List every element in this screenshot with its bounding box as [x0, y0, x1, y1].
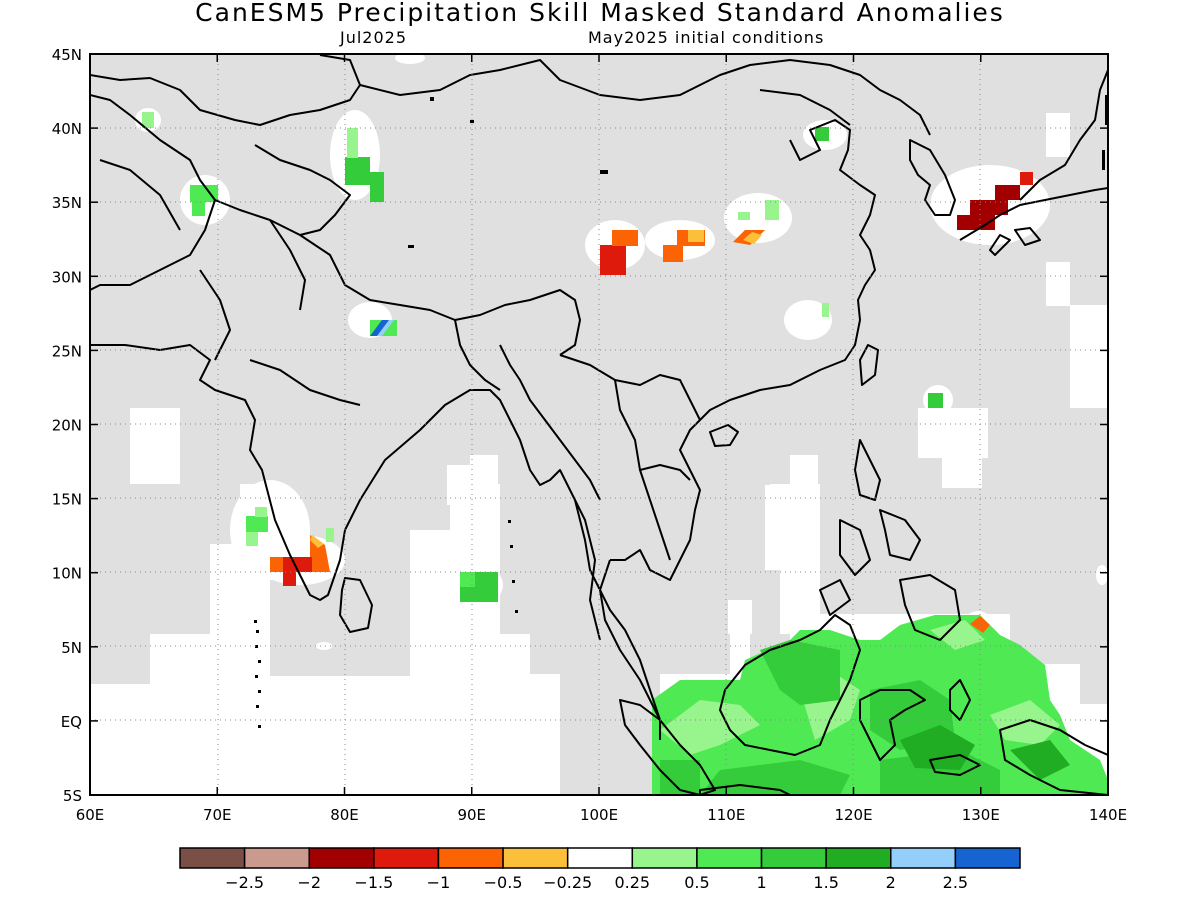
- lat-tick-label: 10N: [52, 565, 82, 583]
- colorbar-swatch: [243, 847, 310, 869]
- anomaly-positive-afghanistan-lower: [192, 200, 205, 216]
- colorbar-label: 2.5: [943, 873, 968, 892]
- anomaly-strong-patches: [900, 725, 1070, 780]
- colorbar: −2.5 −2 −1.5 −1 −0.5 −0.25 0.25 0.5 1 1.5 2 2.5: [179, 847, 1021, 892]
- colorbar-label: −2.5: [225, 873, 264, 892]
- coastlines-and-borders: [90, 54, 1108, 795]
- lon-tick-label: 90E: [457, 806, 486, 824]
- anomaly-positive-afghanistan: [190, 185, 218, 202]
- lon-tick-label: 130E: [962, 806, 1000, 824]
- anomaly-negative-tibet-central: [663, 245, 683, 262]
- anomaly-positive-kerala: [246, 516, 268, 532]
- anomaly-weak-tibet: [688, 230, 704, 242]
- anomaly-positive-kashmir: [345, 157, 370, 185]
- anomaly-light-south-india-east: [326, 528, 334, 542]
- colorbar-label: −1.5: [354, 873, 393, 892]
- latitude-axis: 45N 40N 35N 30N 25N 20N 15N 10N 5N EQ 5S: [52, 46, 1108, 805]
- anomaly-light-kerala: [246, 532, 258, 546]
- anomaly-positive-beijing: [815, 127, 829, 141]
- valid-month-label: Jul2025: [340, 28, 408, 47]
- anomaly-negative-honshu: [1020, 172, 1033, 185]
- anomaly-negative-tibet-west: [600, 245, 626, 275]
- lon-tick-label: 80E: [330, 806, 359, 824]
- anomaly-light-south-china: [822, 303, 829, 317]
- anomaly-light-kashmir: [347, 128, 358, 158]
- colorbar-label: 1: [756, 873, 766, 892]
- longitude-axis: 60E 70E 80E 90E 100E 110E 120E 130E 140E: [76, 54, 1127, 824]
- lat-tick-label: 30N: [52, 268, 82, 286]
- colorbar-swatch: [566, 847, 634, 869]
- colorbar-swatch: [437, 847, 504, 869]
- anomaly-very-strong-nepal: [377, 320, 394, 336]
- gridlines: [90, 54, 1108, 795]
- lat-tick-label: 20N: [52, 417, 82, 435]
- colorbar-swatch: [631, 847, 698, 869]
- anomaly-weak-south-india: [310, 535, 324, 548]
- map-plot-area: [90, 54, 1108, 795]
- lat-tick-label: 45N: [52, 46, 82, 64]
- colorbar-label: −2: [297, 873, 321, 892]
- lon-tick-label: 120E: [834, 806, 872, 824]
- colorbar-swatch: [373, 847, 440, 869]
- anomaly-positive-kashmir-east: [370, 172, 384, 202]
- lat-tick-label: EQ: [61, 713, 82, 731]
- colorbar-swatch: [308, 847, 375, 869]
- colorbar-label: 0.5: [684, 873, 709, 892]
- lat-tick-label: 5N: [61, 639, 82, 657]
- anomaly-negative-japan: [957, 185, 1020, 230]
- anomaly-negative-tibet-west-upper: [612, 230, 638, 246]
- colorbar-swatch: [890, 847, 957, 869]
- colorbar-swatch: [954, 847, 1021, 869]
- anomaly-light-turkmenistan: [142, 112, 154, 128]
- colorbar-swatch: [502, 847, 569, 869]
- anomaly-weak-qinghai: [743, 232, 762, 244]
- colorbar-label: 0.25: [614, 873, 650, 892]
- colorbar-label: −0.5: [484, 873, 523, 892]
- lat-tick-label: 25N: [52, 342, 82, 360]
- colorbar-label: 1.5: [813, 873, 838, 892]
- lon-tick-label: 140E: [1089, 806, 1127, 824]
- initial-conditions-label: May2025 initial conditions: [588, 28, 825, 47]
- anomaly-light-patches: [660, 620, 1060, 755]
- lon-tick-label: 70E: [203, 806, 232, 824]
- colorbar-swatch: [760, 847, 827, 869]
- lon-tick-label: 60E: [76, 806, 105, 824]
- lat-tick-label: 15N: [52, 491, 82, 509]
- colorbar-label: −1: [427, 873, 451, 892]
- colorbar-label: −0.25: [543, 873, 592, 892]
- lat-tick-label: 5S: [63, 787, 82, 805]
- anomaly-positive-philippines-sea: [928, 393, 943, 408]
- colorbar-swatch: [825, 847, 892, 869]
- anomaly-light-qinghai: [738, 212, 750, 220]
- lat-tick-label: 35N: [52, 194, 82, 212]
- map-title: CanESM5 Precipitation Skill Masked Stand…: [195, 0, 1005, 27]
- anomaly-light-kerala-north: [255, 507, 267, 517]
- lon-tick-label: 110E: [707, 806, 745, 824]
- anomaly-strong-nepal: [370, 320, 390, 336]
- anomaly-positive-bay-of-bengal-edge: [460, 572, 475, 587]
- colorbar-swatch: [696, 847, 763, 869]
- lat-tick-label: 40N: [52, 120, 82, 138]
- colorbar-label: 2: [886, 873, 896, 892]
- colorbar-swatch: [179, 847, 246, 869]
- island-dots: [254, 95, 1108, 728]
- anomaly-light-gansu: [765, 200, 779, 220]
- lon-tick-label: 100E: [580, 806, 618, 824]
